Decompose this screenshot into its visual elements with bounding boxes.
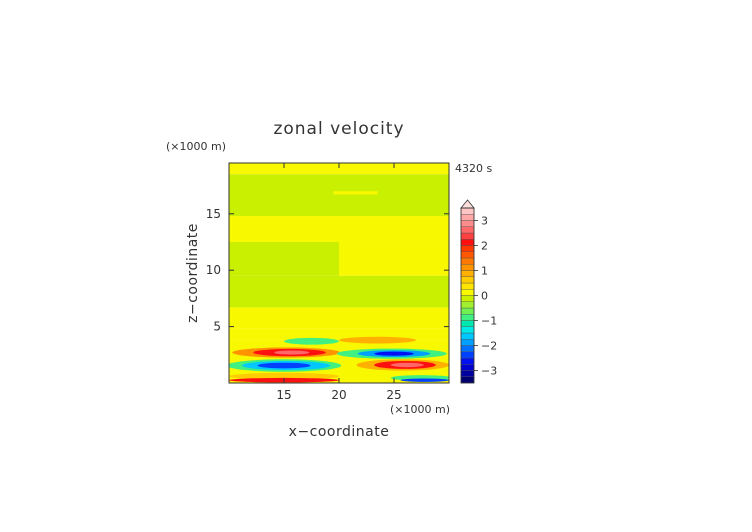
colorbar-swatch [460,245,475,252]
colorbar-tick-label: 2 [481,240,488,253]
colorbar-tick-label: −2 [481,340,497,353]
time-label: 4320 s [455,162,492,175]
field-region [229,216,449,242]
colorbar-swatch [460,376,475,384]
y-tick-label: 15 [206,207,221,221]
contour-feature [390,362,424,368]
colorbar-swatch [460,320,475,327]
field-region [229,275,449,308]
chart-title: zonal velocity [273,119,404,139]
colorbar-swatch [460,295,475,302]
y-axis: 5 10 15 [206,207,449,334]
colorbar-swatch [460,207,475,215]
colorbar-swatch [460,276,475,284]
y-tick-label: 10 [206,263,221,277]
y-axis-label: z−coordinate [185,223,201,323]
field-region [333,191,378,195]
colorbar-swatch [460,326,475,334]
colorbar-swatch [460,239,475,246]
colorbar-tick-label: −3 [481,365,497,378]
colorbar: 3 2 1 0 −1 −2 −3 [460,199,497,384]
colorbar-swatch [460,301,475,309]
x-axis: 15 20 25 [276,163,402,402]
y-tick-label: 5 [213,320,221,334]
colorbar-swatch [460,226,475,234]
colorbar-swatch [460,351,475,359]
contour-feature [400,378,449,382]
colorbar-swatch [460,370,475,377]
field-region [339,241,449,276]
x-unit-label: (×1000 m) [390,403,450,416]
x-tick-label: 15 [276,388,291,402]
colorbar-swatch [460,232,475,240]
colorbar-tick-label: 0 [481,290,488,303]
field-region [229,241,339,276]
colorbar-swatch [460,357,475,365]
contour-feature [374,351,414,356]
contour-feature [257,362,311,369]
colorbar-swatch [460,214,475,221]
contour-feature [229,372,339,380]
colorbar-swatch [460,257,475,265]
contour-feature [274,350,310,355]
colorbar-swatch [460,339,475,346]
colorbar-tick-label: 3 [481,215,488,228]
x-tick-label: 20 [331,388,346,402]
colorbar-swatch [460,364,475,371]
field-region [229,163,449,175]
colorbar-extend-arrow [460,199,475,209]
colorbar-tick-label: 1 [481,265,488,278]
colorbar-swatch [460,289,475,296]
colorbar-swatch [460,307,475,315]
colorbar-swatch [460,314,475,321]
colorbar-swatch [460,220,475,227]
colorbar-swatch [460,264,475,271]
field-region [229,328,449,341]
field-region [229,174,449,217]
plot-area [229,163,449,383]
colorbar-swatch [460,345,475,352]
x-axis-label: x−coordinate [289,424,390,440]
field-region [229,307,449,329]
x-tick-label: 25 [386,388,401,402]
colorbar-tick-label: −1 [481,315,497,328]
colorbar-swatch [460,270,475,277]
contour-feature [339,336,416,344]
y-unit-label: (×1000 m) [166,140,226,153]
colorbar-swatch [460,332,475,340]
colorbar-swatch [460,282,475,290]
contour-feature [284,337,339,345]
colorbar-swatch [460,251,475,259]
